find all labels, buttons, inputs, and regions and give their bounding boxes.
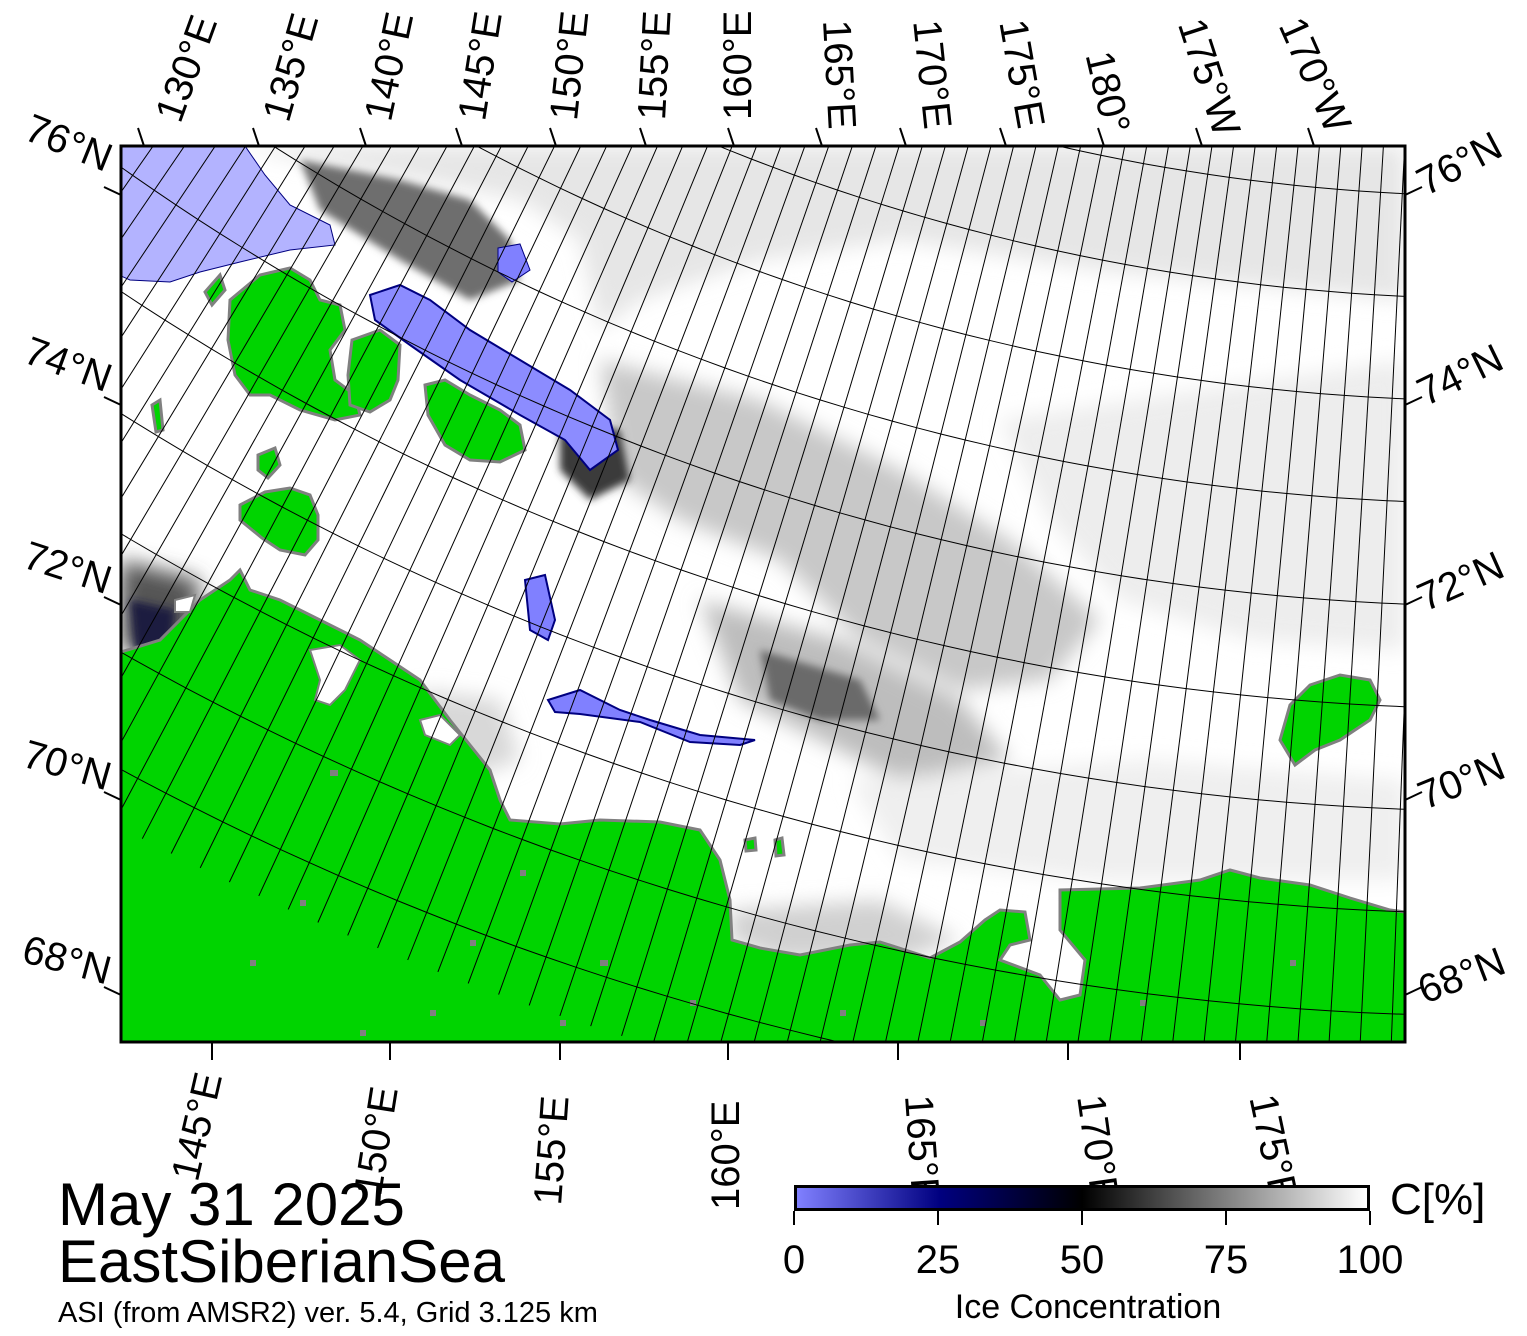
parallel-line [717, 146, 1405, 297]
lon-label-top: 150°E [542, 8, 598, 123]
frame-tick [103, 186, 122, 196]
colorbar-label: 75 [1203, 1238, 1249, 1282]
frame-ticks [103, 127, 1423, 1060]
low-ice-small-1 [497, 243, 531, 283]
colorbar-tick [793, 1211, 795, 1225]
island-bear-2 [773, 836, 786, 858]
colorbar-tick [937, 1211, 939, 1225]
frame-tick [1404, 396, 1423, 406]
frame-tick [639, 127, 647, 147]
colorbar-tick [1081, 1211, 1083, 1225]
parallel-line [121, 290, 1405, 708]
meridian-line [1510, 42, 1516, 1170]
lon-label-top: 160°E [716, 10, 760, 120]
frame-tick [103, 596, 122, 606]
date-title: May 31 2025 [58, 1171, 405, 1238]
parallel-line [121, 651, 1405, 1015]
colorbar-label: 25 [915, 1238, 961, 1282]
frame-tick [103, 396, 122, 406]
colorbar-unit: C[%] [1390, 1175, 1486, 1224]
lon-label-top: 170°E [904, 17, 960, 132]
frame-tick [1097, 127, 1105, 147]
low-ice-polynya-lena [368, 283, 620, 472]
low-ice-polynya-east [546, 688, 756, 747]
frame-tick [549, 127, 557, 147]
region-title: EastSiberianSea [58, 1228, 505, 1295]
frame-tick [1404, 186, 1423, 196]
lon-label-bottom: 160°E [704, 1100, 748, 1210]
colorbar [794, 1185, 1370, 1211]
frame-tick [1404, 986, 1423, 996]
product-subtitle: ASI (from AMSR2) ver. 5.4, Grid 3.125 km [58, 1297, 598, 1329]
island-wrangel [1278, 673, 1382, 768]
island-new-siberia [346, 328, 402, 414]
frame-tick [1195, 127, 1203, 147]
parallel-line [121, 768, 841, 1042]
meridian-line [1484, 42, 1490, 1170]
frame-tick [103, 791, 122, 801]
frame-tick [359, 127, 367, 147]
frame-tick [1404, 791, 1423, 801]
frame-tick [899, 127, 907, 147]
frame-tick [815, 127, 823, 147]
land-water-features [174, 593, 462, 747]
frame-tick [103, 986, 122, 996]
frame-tick [1404, 596, 1423, 606]
graticule-lines [121, 42, 1516, 1170]
lon-label-top: 155°E [630, 9, 680, 122]
island-kotelny [226, 266, 362, 422]
meridian-line [1390, 674, 1405, 1042]
land-mass [121, 266, 1405, 1042]
frame-tick [1307, 127, 1315, 147]
map-frame [119, 144, 1407, 1044]
frame-tick [137, 127, 145, 147]
parallel-line [272, 146, 1405, 502]
parallel-line [121, 412, 1405, 810]
parallel-line [121, 533, 1405, 913]
frame-tick [252, 127, 260, 147]
frame-tick [999, 127, 1007, 147]
no-data-pixels [250, 770, 1296, 1036]
colorbar-tick [1369, 1211, 1371, 1225]
island-small-3 [150, 397, 165, 434]
island-bear-1 [743, 836, 758, 853]
lon-label-bottom: 155°E [526, 1094, 578, 1207]
parallel-line [475, 146, 1405, 400]
low-ice-area-north [121, 146, 336, 283]
frame-tick [455, 127, 463, 147]
lon-label-top: 165°E [814, 18, 864, 131]
frame-tick [727, 127, 735, 147]
island-small-1 [256, 445, 282, 481]
colorbar-label: 50 [1059, 1238, 1105, 1282]
colorbar-label: 0 [782, 1238, 806, 1282]
colorbar-tick [1225, 1211, 1227, 1225]
parallel-line [121, 166, 1405, 605]
colorbar-label: 100 [1336, 1238, 1404, 1282]
colorbar-title: Ice Concentration [954, 1288, 1222, 1326]
